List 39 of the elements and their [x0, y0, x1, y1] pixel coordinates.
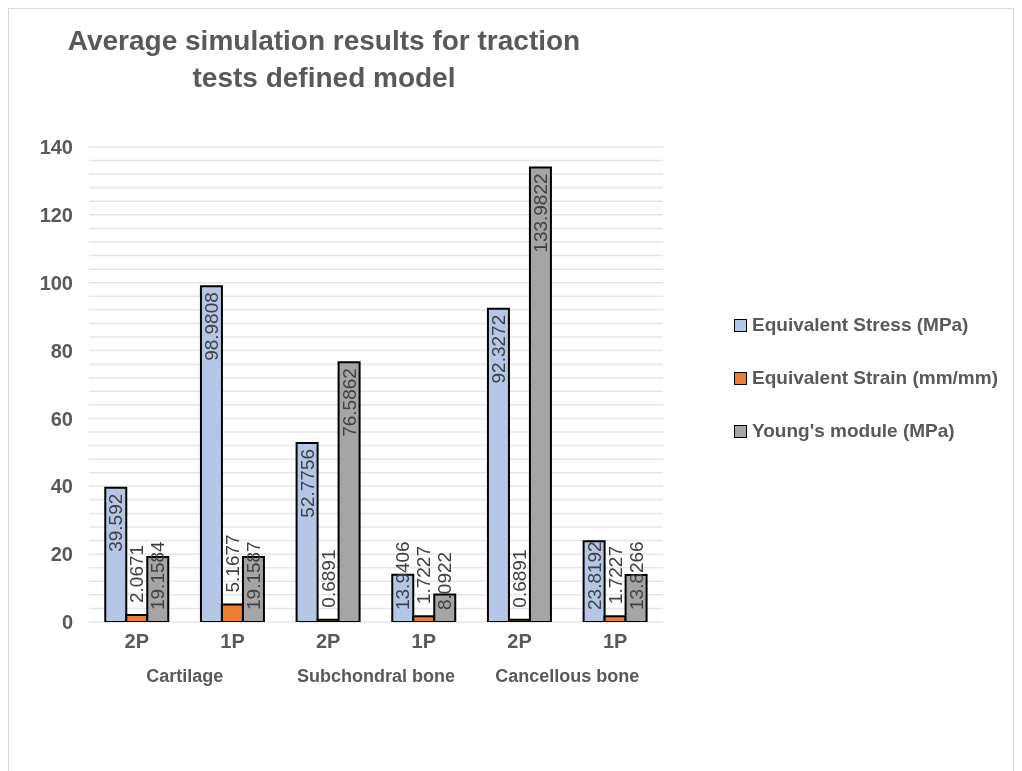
y-tick-label: 140	[39, 136, 73, 159]
y-tick-label: 60	[50, 407, 73, 430]
data-label: 23.8192	[583, 541, 605, 610]
x-tick-label: 2P	[315, 630, 341, 653]
data-label: 1.7227	[413, 546, 435, 605]
data-label: 19.1587	[242, 541, 264, 610]
data-label: 13.8266	[625, 541, 647, 610]
legend-label: Equivalent Strain (mm/mm)	[752, 367, 998, 389]
data-label: 0.6891	[317, 549, 339, 608]
x-tick-label: 2P	[507, 630, 532, 653]
y-tick-label: 100	[39, 271, 73, 294]
text: Subchondral bone	[296, 665, 456, 687]
y-tick-label: 40	[50, 475, 73, 498]
data-label: 13.9406	[392, 541, 414, 610]
data-label: 1.7227	[604, 546, 626, 605]
data-label: 19.1584	[147, 540, 169, 610]
x-tick-label: 1P	[602, 630, 628, 653]
data-label: 5.1677	[221, 534, 243, 593]
data-label: 92.3272	[487, 314, 509, 384]
data-label: 98.9808	[200, 292, 222, 361]
data-label: 8.0922	[434, 551, 456, 610]
y-tick-label: 0	[61, 611, 73, 634]
y-tick-label: 80	[50, 339, 73, 362]
x-tick-label: 2P	[124, 630, 150, 653]
data-label: 39.592	[105, 493, 127, 552]
text: Cancellous bone	[494, 665, 641, 687]
data-label: 76.5862	[338, 368, 360, 437]
chart-title: Average simulation results for traction tests defined model	[66, 24, 582, 95]
data-label: 0.6891	[508, 549, 530, 608]
data-label: 52.7756	[296, 448, 318, 518]
legend-label: Young's module (MPa)	[752, 420, 955, 442]
y-tick-label: 20	[50, 543, 73, 566]
text: Cartilage	[145, 665, 225, 687]
data-label: 2.0671	[126, 544, 148, 603]
x-tick-label: 1P	[220, 630, 245, 653]
y-tick-label: 120	[39, 203, 73, 226]
data-label: 133.9822	[529, 173, 551, 253]
x-tick-label: 1P	[411, 630, 437, 653]
legend-label: Equivalent Stress (MPa)	[752, 314, 969, 336]
